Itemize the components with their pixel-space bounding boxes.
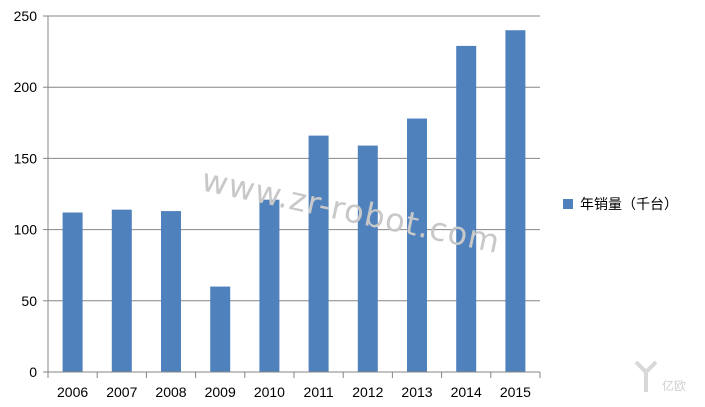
bar-2006 [62,212,83,372]
x-tick-label: 2010 [254,384,285,400]
x-tick-label: 2015 [500,384,531,400]
x-tick-label: 2006 [57,384,88,400]
logo-icon [634,360,658,392]
x-tick-label: 2013 [401,384,432,400]
bar-2009 [210,286,231,372]
y-tick-label: 50 [21,293,37,309]
bar-2015 [505,30,526,373]
bar-2008 [161,211,181,372]
axes [43,15,541,378]
bar-2011 [308,135,329,372]
x-tick-label: 2012 [352,384,383,400]
x-tick-label: 2009 [205,384,236,400]
corner-logo: 亿欧 [634,360,686,393]
bar-2012 [357,145,378,372]
bar-2013 [407,118,427,372]
legend-swatch [563,199,573,209]
x-tick-label: 2008 [155,384,186,400]
bar-2010 [259,199,280,372]
x-tick-label: 2014 [451,384,482,400]
x-axis-tick-labels: 2006 2007 2008 2009 2010 2011 2012 2013 2014 2015 [57,384,531,400]
bars [62,30,526,373]
legend-label: 年销量（千台） [580,197,678,213]
legend: 年销量（千台） [563,197,678,213]
corner-logo-text: 亿欧 [662,378,686,393]
x-tick-label: 2011 [304,384,334,400]
y-axis-tick-labels: 0 50 100 150 200 250 [14,8,38,380]
bar-2007 [111,209,132,372]
bar-2014 [456,45,477,373]
x-tick-label: 2007 [106,384,137,400]
y-tick-label: 0 [29,364,37,380]
y-tick-label: 150 [14,150,38,166]
y-tick-label: 250 [14,8,38,24]
y-tick-label: 100 [14,222,38,238]
y-tick-label: 200 [14,79,38,95]
